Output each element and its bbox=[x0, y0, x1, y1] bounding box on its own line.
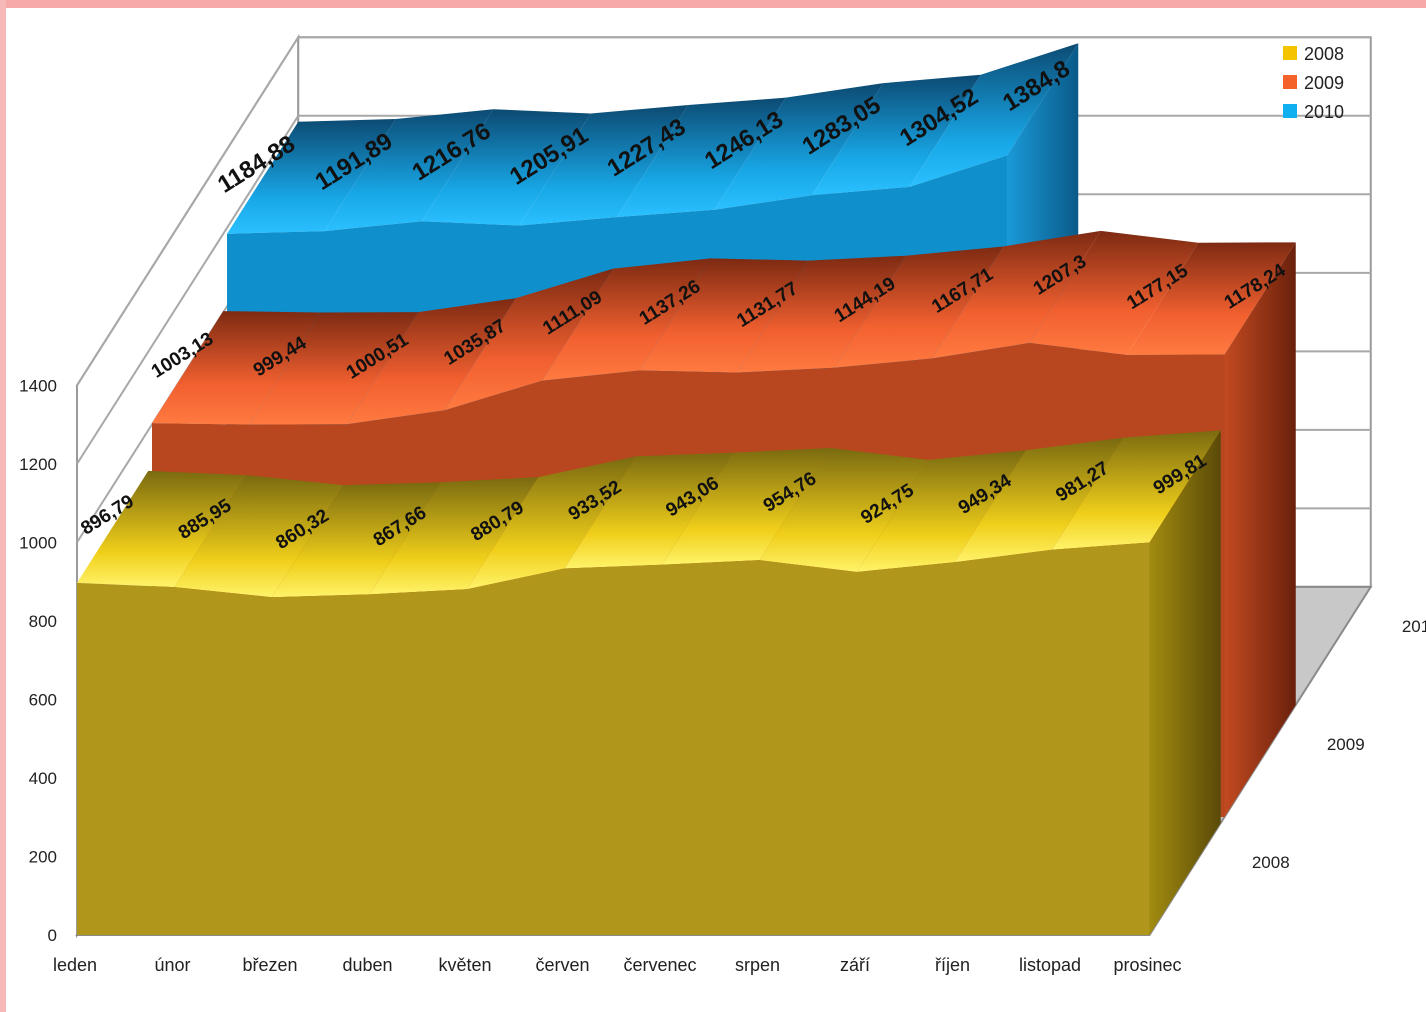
x-tick-label-10: listopad bbox=[1019, 955, 1081, 975]
series-2009-roof-4 bbox=[542, 258, 711, 381]
y-tick-label-2: 400 bbox=[29, 769, 57, 788]
gridline-side-7 bbox=[76, 36, 300, 386]
gridline-side-6 bbox=[76, 115, 300, 465]
series-2009-roof-3 bbox=[444, 268, 614, 411]
series-2009-roof-10 bbox=[1127, 242, 1296, 355]
depth-axis-label-2010: 2010 bbox=[1402, 617, 1426, 636]
series-2010-roof-4 bbox=[617, 97, 786, 218]
legend-swatch-2010 bbox=[1283, 104, 1297, 118]
x-tick-label-0: leden bbox=[53, 955, 97, 975]
series-2008-roof-6 bbox=[662, 448, 831, 565]
top-accent-bar bbox=[0, 0, 1426, 8]
series-2008-roof-1 bbox=[174, 475, 344, 598]
series-2008-roof-7 bbox=[759, 448, 929, 572]
series-2010-roof-2 bbox=[422, 109, 591, 226]
series-2010-roof-6 bbox=[812, 74, 981, 196]
series-2008-roof-2 bbox=[272, 482, 441, 598]
y-tick-label-7: 1400 bbox=[19, 376, 57, 395]
y-tick-label-5: 1000 bbox=[19, 533, 57, 552]
x-tick-label-1: únor bbox=[154, 955, 190, 975]
series-2008-end bbox=[1149, 430, 1221, 935]
series-layer bbox=[77, 43, 1296, 935]
series-2009-roof-2 bbox=[347, 298, 516, 425]
series-2008-front bbox=[77, 542, 1150, 935]
series-2008-roof-5 bbox=[564, 452, 734, 569]
series-2008 bbox=[77, 430, 1221, 935]
legend-label-2009: 2009 bbox=[1304, 73, 1344, 93]
series-2008-roof-8 bbox=[857, 450, 1026, 572]
x-tick-label-8: září bbox=[840, 955, 870, 975]
series-2009-roof-5 bbox=[639, 258, 809, 373]
x-tick-label-11: prosinec bbox=[1113, 955, 1181, 975]
y-tick-label-0: 0 bbox=[48, 926, 57, 945]
x-tick-label-5: červen bbox=[535, 955, 589, 975]
legend: 2008 2009 2010 bbox=[1283, 44, 1344, 122]
series-2009-roof-0 bbox=[152, 311, 321, 425]
series-2010-roof-0 bbox=[227, 118, 396, 234]
series-2010-roof-3 bbox=[519, 105, 689, 226]
x-tick-label-2: březen bbox=[242, 955, 297, 975]
series-2009-roof-6 bbox=[737, 255, 906, 373]
series-2008-roof-3 bbox=[369, 477, 539, 595]
series-2010-roof-5 bbox=[714, 83, 884, 210]
depth-axis-label-2009: 2009 bbox=[1327, 735, 1365, 754]
series-2008-roof-9 bbox=[954, 437, 1124, 563]
x-tick-label-6: červenec bbox=[623, 955, 696, 975]
y-tick-label-4: 800 bbox=[29, 612, 57, 631]
series-2008-roof-0 bbox=[77, 470, 246, 588]
series-2010-roof-1 bbox=[324, 109, 494, 232]
legend-label-2008: 2008 bbox=[1304, 44, 1344, 64]
series-2009-end bbox=[1224, 242, 1296, 817]
series-2009-roof-1 bbox=[249, 312, 419, 425]
x-tick-label-9: říjen bbox=[935, 955, 970, 975]
x-tick-label-3: duben bbox=[342, 955, 392, 975]
series-2008-roof-4 bbox=[467, 456, 636, 590]
x-tick-label-4: květen bbox=[438, 955, 491, 975]
y-tick-label-3: 600 bbox=[29, 690, 57, 709]
series-2009-roof-9 bbox=[1029, 230, 1199, 355]
series-2009-roof-7 bbox=[834, 246, 1004, 368]
y-tick-label-1: 200 bbox=[29, 847, 57, 866]
legend-swatch-2009 bbox=[1283, 75, 1297, 89]
y-tick-label-6: 1200 bbox=[19, 455, 57, 474]
series-2008-roof-10 bbox=[1052, 430, 1221, 550]
depth-axis-label-2008: 2008 bbox=[1252, 853, 1290, 872]
legend-swatch-2008 bbox=[1283, 46, 1297, 60]
series-2009-roof-8 bbox=[932, 230, 1101, 359]
axes-layer: 0 200 400 600 800 1000 1200 1400 leden únor březen… bbox=[19, 376, 1426, 975]
left-accent-bar bbox=[0, 0, 6, 1012]
series-2010-roof-7 bbox=[909, 43, 1079, 187]
legend-label-2010: 2010 bbox=[1304, 102, 1344, 122]
x-tick-label-7: srpen bbox=[735, 955, 780, 975]
